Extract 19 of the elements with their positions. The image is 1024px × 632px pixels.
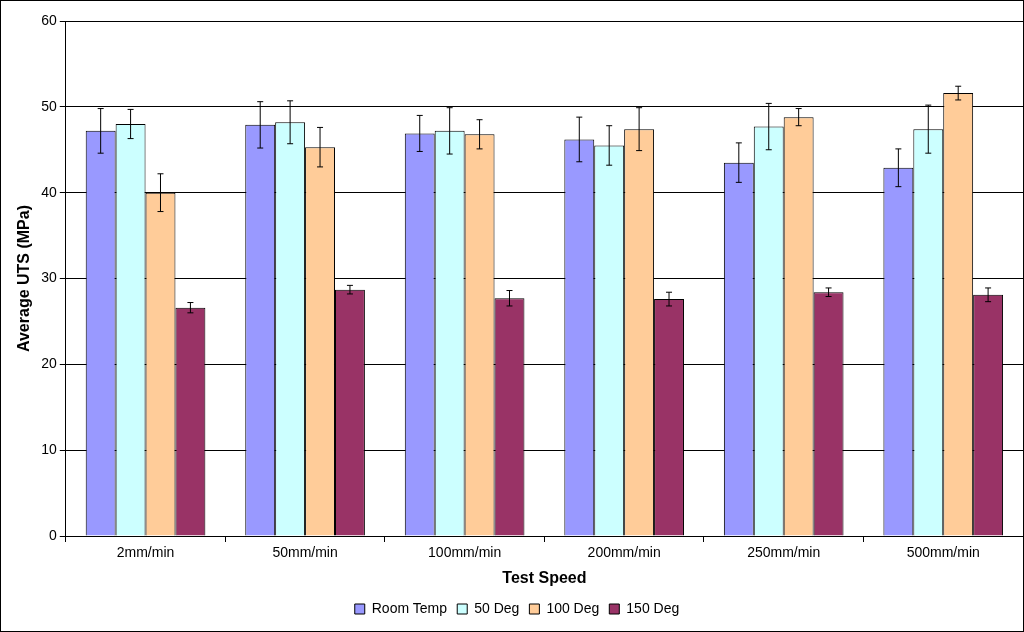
legend-label: 150 Deg — [626, 599, 680, 616]
x-tick-label: 2mm/min — [116, 544, 175, 561]
x-tick-label: 250mm/min — [747, 544, 821, 561]
y-axis-title: Average UTS (MPa) — [15, 205, 33, 352]
x-tick-label: 500mm/min — [906, 544, 980, 561]
x-axis-title: Test Speed — [502, 568, 587, 586]
legend-label: 50 Deg — [474, 599, 520, 616]
x-tick-label: 100mm/min — [428, 544, 502, 561]
y-tick-label: 60 — [41, 11, 57, 28]
y-tick-label: 50 — [41, 97, 57, 114]
y-tick-label: 0 — [48, 526, 57, 543]
y-tick-label: 10 — [41, 441, 57, 458]
y-tick-label: 20 — [41, 355, 57, 372]
legend-label: 100 Deg — [546, 599, 600, 616]
x-tick-label: 50mm/min — [272, 544, 338, 561]
y-tick-label: 40 — [41, 183, 57, 200]
legend-label: Room Temp — [371, 599, 448, 616]
y-tick-label: 30 — [41, 269, 57, 286]
x-tick-label: 200mm/min — [587, 544, 661, 561]
